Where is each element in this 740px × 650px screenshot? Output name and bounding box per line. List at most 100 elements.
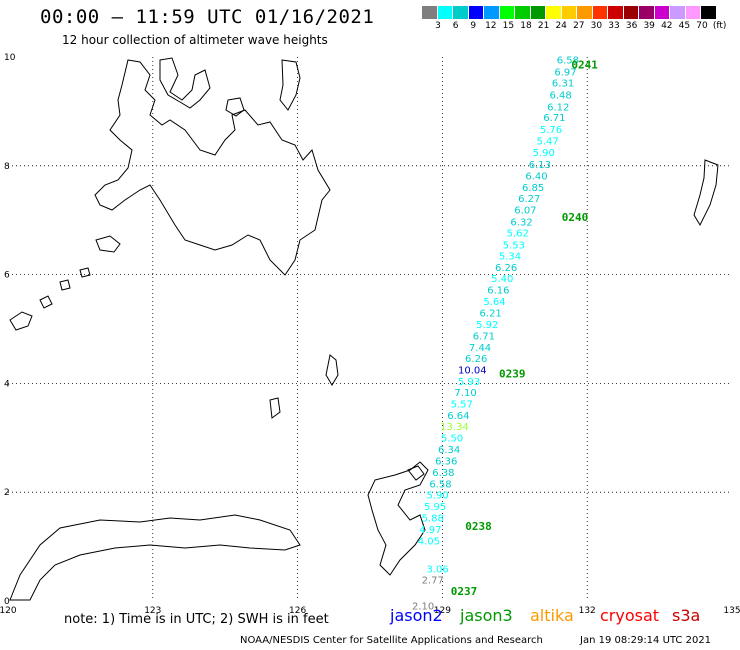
wave-height-label: 6.34 [438,445,460,456]
color-swatch [685,6,701,19]
legend-item-cryosat: cryosat [600,606,660,625]
color-scale-label: 70 [696,21,708,31]
lat-tick-label: 6 [4,271,10,281]
lon-tick-label: 123 [144,606,161,616]
wave-height-label: 6.85 [522,183,544,194]
color-scale-label: 27 [573,21,585,31]
wave-height-label: 3.06 [426,565,448,576]
color-scale-label: 42 [661,21,673,31]
wave-height-label: 6.71 [473,331,495,342]
altimeter-track: 6.586.976.316.486.126.715.765.475.906.13… [412,56,598,613]
color-scale-label: 30 [590,21,603,31]
footer-credit: NOAA/NESDIS Center for Satellite Applica… [240,635,543,646]
lat-tick-label: 0 [4,597,10,607]
wave-height-label: 6.16 [487,286,509,297]
footer-timestamp: Jan 19 08:29:14 UTC 2021 [580,635,712,646]
lon-tick-label: 126 [289,606,306,616]
wave-height-label: 5.40 [491,274,513,285]
wave-height-label: 5.53 [503,240,525,251]
color-swatch [453,6,469,19]
color-swatch [561,6,577,19]
wave-height-label: 6.32 [510,218,532,229]
coastline-sangihe [325,354,339,386]
wave-height-label: 13.34 [440,422,469,433]
pass-time-label: 0237 [451,585,478,598]
pass-time-label: 0241 [571,59,598,72]
color-swatch [515,6,531,19]
coastline-samar [279,59,301,111]
coastline-mindanao [94,59,331,276]
color-scale-label: 36 [625,21,638,31]
wave-height-label: 6.07 [514,206,536,217]
wave-height-label: 5.93 [458,377,480,388]
wave-height-label: 7.10 [454,388,476,399]
color-swatch [468,6,484,19]
wave-height-label: 6.26 [495,263,517,274]
color-swatch [577,6,593,19]
coastline [9,57,719,601]
lat-tick-label: 4 [4,379,10,389]
color-scale-label: 18 [520,21,532,31]
lon-tick-label: 120 [0,606,17,616]
wave-height-label: 5.92 [476,320,498,331]
coastline-halmahera [367,461,429,576]
coastline-island-b [225,97,245,117]
wave-height-label: 6.27 [518,194,540,205]
lon-tick-label: 135 [723,606,740,616]
coastline-palau [693,159,719,227]
color-swatch [639,6,655,19]
color-scale-label: 3 [435,21,441,31]
color-swatch [701,6,717,19]
wave-height-label: 6.64 [447,411,469,422]
wave-height-label: 6.97 [554,67,576,78]
color-swatch [546,6,562,19]
pass-time-label: 0240 [562,211,589,224]
color-scale-label: (ft) [712,21,727,31]
legend-item-s3a: s3a [672,606,701,625]
color-scale-label: 45 [678,21,691,31]
wave-height-label: 2.10 [412,602,434,613]
map-grid [8,57,732,601]
wave-height-label: 5.95 [424,502,446,513]
color-swatch [484,6,500,19]
color-scale-label: 33 [608,21,620,31]
color-scale-labels: 3 6 9 12 15 18 21 24 27 30 33 36 39 42 45 70 (ft) [422,21,740,35]
color-scale-label: 24 [555,21,567,31]
wave-height-label: 5.50 [441,434,463,445]
color-scale-bar [422,6,717,19]
color-swatch [670,6,686,19]
lat-tick-label: 10 [4,53,16,63]
wave-height-label: 6.58 [429,479,451,490]
wave-height-label: 6.21 [480,308,502,319]
color-swatch [422,6,438,19]
coastline-north-islands [159,57,211,109]
wave-height-label: 5.57 [451,399,473,410]
wave-height-label: 5.76 [540,125,562,136]
color-scale-label: 12 [485,21,497,31]
color-swatch [592,6,608,19]
color-swatch [530,6,546,19]
coastline-sulawesi [9,514,301,601]
wave-height-label: 5.64 [483,297,505,308]
coastline-sulu-islands [9,267,91,331]
note-text: note: 1) Time is in UTC; 2) SWH is in fe… [64,612,329,627]
lon-tick-label: 129 [434,606,451,616]
color-swatch [437,6,453,19]
wave-height-label: 5.34 [499,251,521,262]
pass-time-label: 0238 [465,520,492,533]
coastline-basilan [95,235,121,253]
color-swatch [499,6,515,19]
color-scale-label: 21 [537,21,550,31]
color-swatch [608,6,624,19]
legend-item-altika: altika [530,606,574,625]
legend-item-jason3: jason3 [460,606,513,625]
coastline-talaud [269,397,281,419]
wave-height-label: 4.97 [419,525,441,536]
lat-tick-label: 2 [4,488,10,498]
pass-time-label: 0239 [499,368,525,381]
wave-height-label: 6.71 [543,113,565,124]
wave-height-label: 4.05 [418,536,440,547]
wave-height-label: 5.90 [533,148,555,159]
coastline-morotai [407,465,425,481]
